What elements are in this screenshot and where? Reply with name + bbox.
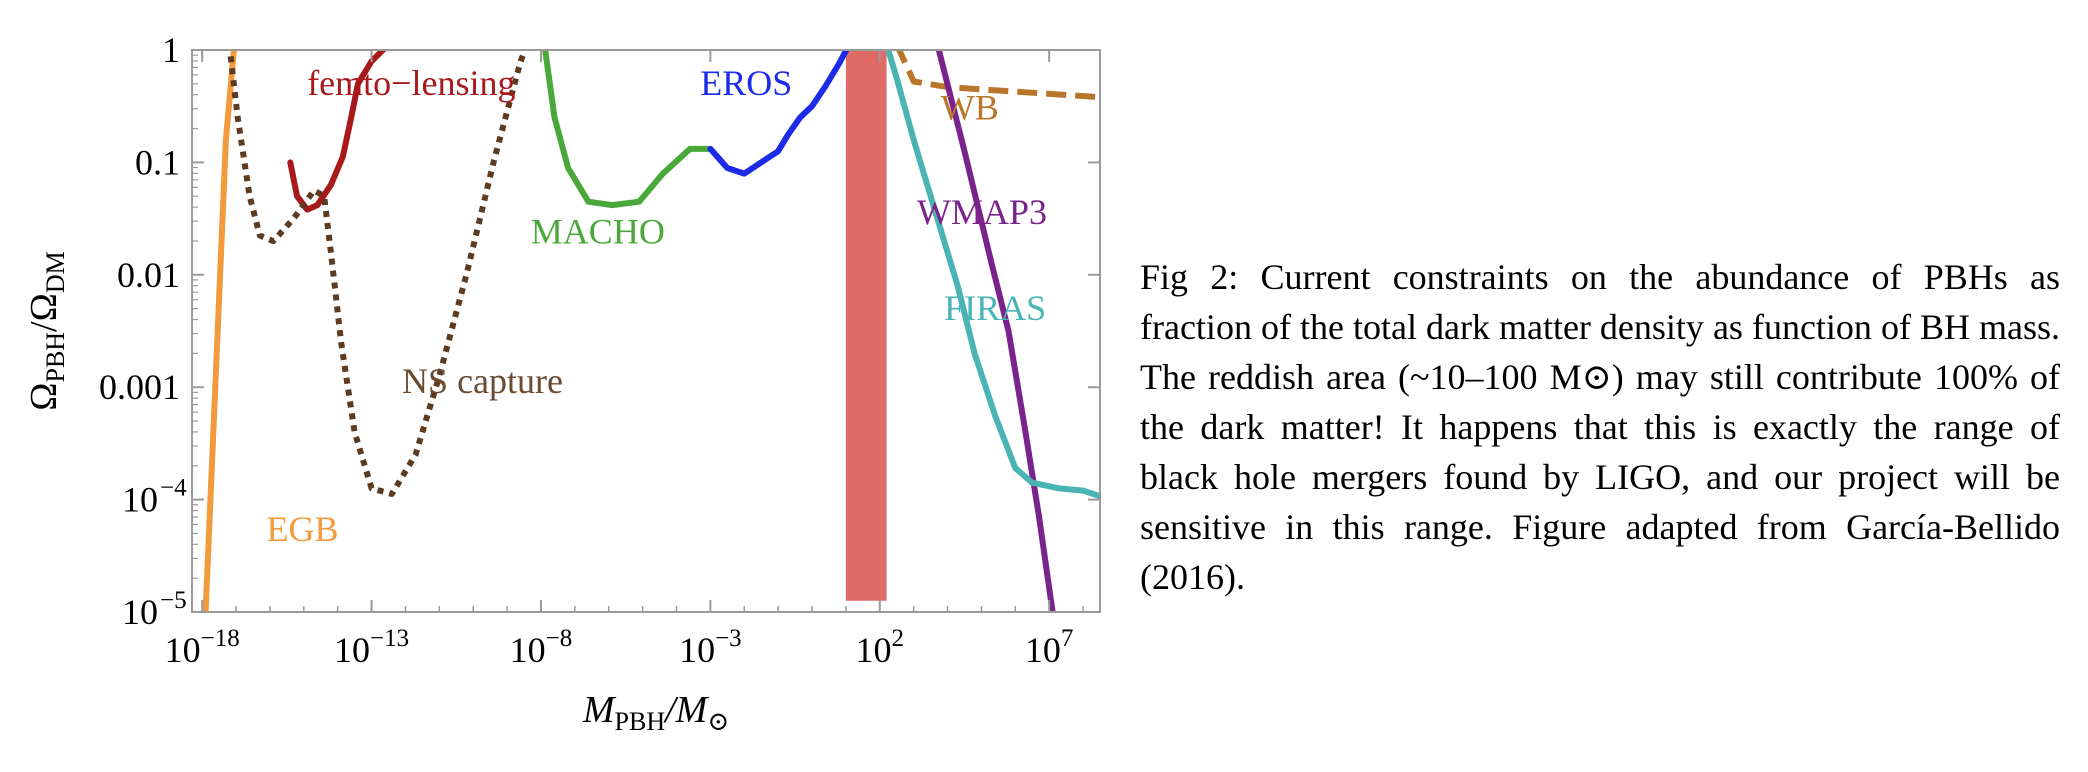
figure-caption: Fig 2: Current constraints on the abunda…: [1140, 257, 2060, 597]
label-wb: WB: [941, 88, 999, 128]
y-tick-label: 10: [122, 592, 158, 632]
y-tick-label-exponent: −4: [160, 475, 187, 502]
x-tick-label: 10−8: [510, 625, 573, 670]
axis-titles: MPBH/M⊙ ΩPBH/ΩDM: [23, 251, 729, 736]
y-tick-label: 0.1: [135, 142, 180, 182]
series-egb: [202, 50, 237, 612]
label-macho: MACHO: [531, 211, 665, 251]
x-tick-label: 107: [1025, 625, 1074, 670]
viable-mass-window-region: [845, 50, 887, 601]
chart-annotations: femto−lensing NS capture EGB MACHO EROS WB WMA…: [267, 63, 1048, 549]
chart-series: [202, 50, 1100, 612]
plot-frame: [191, 49, 1101, 613]
label-ns-capture: NS capture: [402, 361, 563, 401]
y-tick-label: 1: [162, 30, 180, 70]
x-axis-label: MPBH/M⊙: [582, 689, 729, 736]
x-tick-label: 10−13: [334, 625, 409, 670]
y-tick-label-exponent: −5: [160, 587, 187, 614]
chart-regions: [845, 50, 887, 601]
label-egb: EGB: [267, 509, 339, 549]
axis-ticks: 10−18 10−13 10−8 10−3 102 10710.10.010.00110−…: [99, 30, 1100, 670]
y-tick-label: 0.01: [117, 255, 180, 295]
series-ns-capture: [226, 50, 529, 497]
series-eros: [707, 50, 850, 177]
series-firas: [885, 50, 1100, 500]
label-femto-lensing: femto−lensing: [307, 63, 515, 103]
label-wmap3: WMAP3: [917, 192, 1047, 232]
y-tick-label: 10: [122, 480, 158, 520]
label-eros: EROS: [700, 63, 792, 103]
series-macho: [542, 50, 714, 209]
y-axis-label: ΩPBH/ΩDM: [23, 251, 70, 411]
x-tick-label: 10−18: [165, 625, 240, 670]
series-wmap3: [935, 50, 1056, 612]
y-tick-label: 0.001: [99, 367, 180, 407]
pbh-constraint-chart: 10−18 10−13 10−8 10−3 102 10710.10.010.00110−…: [23, 30, 1101, 736]
x-tick-label: 102: [856, 625, 905, 670]
x-tick-label: 10−3: [679, 625, 742, 670]
label-firas: FIRAS: [944, 288, 1046, 328]
